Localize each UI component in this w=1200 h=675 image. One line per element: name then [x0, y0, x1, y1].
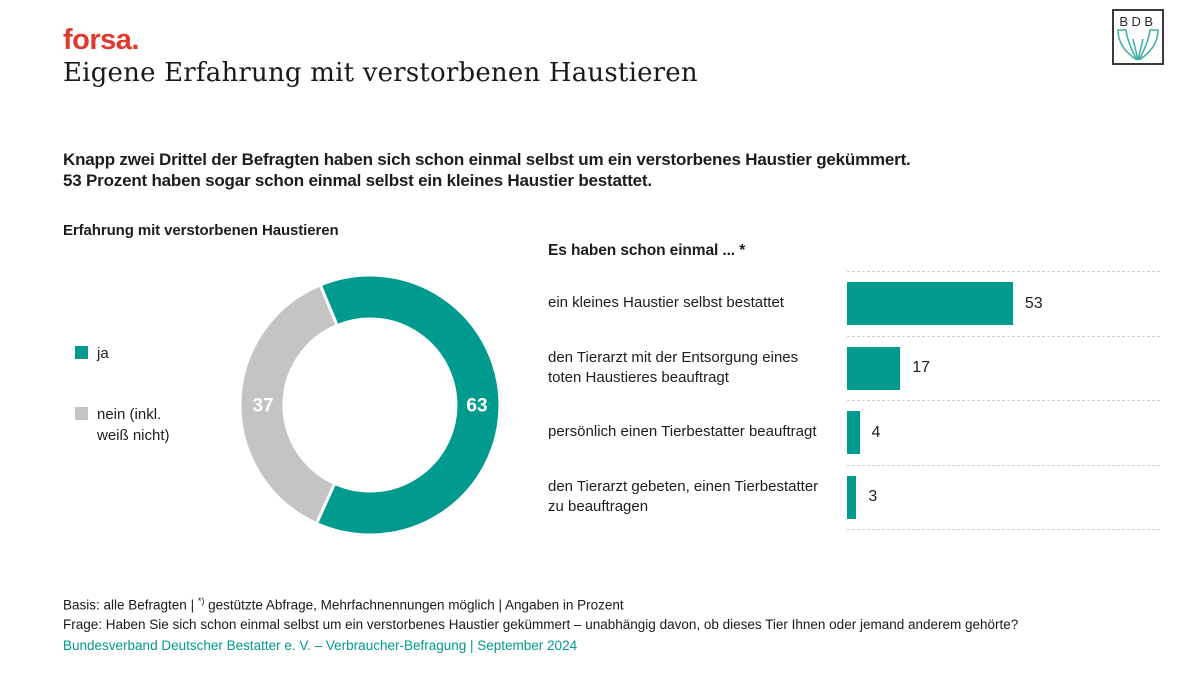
bdb-logo-text: BDB — [1119, 14, 1156, 29]
page-title: Eigene Erfahrung mit verstorbenen Hausti… — [63, 58, 698, 88]
bar-row: persönlich einen Tierbestatter beauftrag… — [548, 400, 1160, 465]
intro-line-1: Knapp zwei Drittel der Befragten haben s… — [63, 150, 911, 169]
bar-chart-baseline — [847, 529, 1160, 530]
bdb-logo: BDB — [1112, 9, 1164, 65]
bar-value: 4 — [871, 423, 881, 441]
bar-row: ein kleines Haustier selbst bestattet 53 — [548, 271, 1160, 336]
footnote-marker: *) — [197, 596, 205, 606]
forsa-logo: forsa. — [63, 24, 139, 56]
bar-row: den Tierarzt gebeten, einen Tierbestatte… — [548, 464, 1160, 530]
donut-value-nein: 37 — [252, 396, 273, 417]
intro-text: Knapp zwei Drittel der Befragten haben s… — [63, 149, 911, 191]
bar-row-label: den Tierarzt gebeten, einen Tierbestatte… — [548, 477, 819, 515]
bar-row-label: ein kleines Haustier selbst bestattet — [548, 294, 784, 312]
donut-value-ja: 63 — [466, 396, 487, 417]
donut-slice-nein — [238, 282, 340, 526]
footer-basis: Basis: alle Befragten | *) gestützte Abf… — [63, 596, 624, 613]
legend-label-ja: ja — [97, 345, 109, 362]
bar-row-label: den Tierarzt mit der Entsorgung eines to… — [548, 348, 799, 386]
bar-value: 3 — [868, 488, 878, 506]
legend-swatch-ja — [75, 346, 88, 359]
bar-row-label: persönlich einen Tierbestatter beauftrag… — [548, 423, 817, 441]
donut-chart: 63 37 — [238, 273, 502, 537]
bar-row: den Tierarzt mit der Entsorgung eines to… — [548, 335, 1160, 401]
bar-zone: 3 — [847, 464, 1160, 530]
bdb-logo-frame — [1112, 9, 1164, 65]
intro-line-2: 53 Prozent haben sogar schon einmal selb… — [63, 171, 652, 190]
footer-source: Bundesverband Deutscher Bestatter e. V. … — [63, 637, 578, 653]
bar — [847, 346, 901, 390]
footer-frage: Frage: Haben Sie sich schon einmal selbs… — [63, 617, 1019, 632]
bar-zone: 17 — [847, 335, 1160, 401]
legend-item-ja: ja — [75, 343, 109, 364]
pie-chart-title: Erfahrung mit verstorbenen Haustieren — [63, 222, 339, 239]
footer: Basis: alle Befragten | *) gestützte Abf… — [63, 592, 1018, 655]
legend-label-nein: nein (inkl. weiß nicht) — [97, 406, 170, 444]
legend-item-nein: nein (inkl. weiß nicht) — [75, 404, 185, 446]
bar-chart: ein kleines Haustier selbst bestattet 53… — [548, 271, 1160, 530]
bar-value: 53 — [1024, 294, 1043, 312]
bar-zone: 4 — [847, 400, 1160, 465]
bdb-book-icon — [1117, 29, 1159, 61]
bar-value: 17 — [912, 359, 930, 377]
bar — [847, 282, 1013, 326]
bar — [847, 411, 860, 455]
bar-chart-title: Es haben schon einmal ... * — [548, 242, 746, 259]
donut-slice-ja — [314, 273, 502, 537]
bar-zone: 53 — [847, 271, 1160, 336]
legend-swatch-nein — [75, 407, 88, 420]
bar — [847, 475, 857, 519]
